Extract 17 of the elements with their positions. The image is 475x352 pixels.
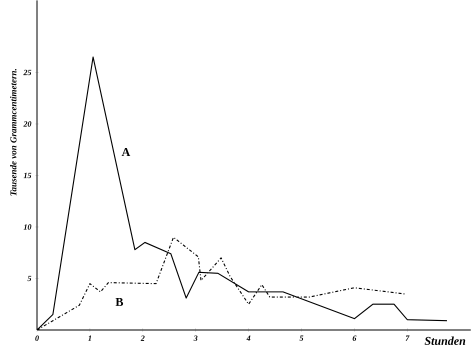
x-tick-label: 2 <box>140 336 145 341</box>
y-tick-label: 20 <box>23 121 32 127</box>
y-tick-label: 5 <box>28 276 32 282</box>
x-axis-title: Stunden <box>424 336 466 345</box>
x-tick-label: 0 <box>35 336 39 341</box>
series-label: A <box>122 148 130 156</box>
y-tick-label: 25 <box>23 70 32 76</box>
x-tick-label: 5 <box>300 336 304 341</box>
x-tick-label: 1 <box>88 336 92 341</box>
x-tick-label: 6 <box>352 336 356 341</box>
y-tick-label: 10 <box>24 224 32 230</box>
y-tick-label: 15 <box>24 172 32 178</box>
y-axis-title: Tausende von Grammcentimetern. <box>10 68 16 196</box>
x-tick-label: 3 <box>194 336 198 341</box>
x-tick-label: 7 <box>406 336 410 341</box>
x-tick-label: 4 <box>246 336 250 341</box>
series-label: B <box>116 298 124 306</box>
